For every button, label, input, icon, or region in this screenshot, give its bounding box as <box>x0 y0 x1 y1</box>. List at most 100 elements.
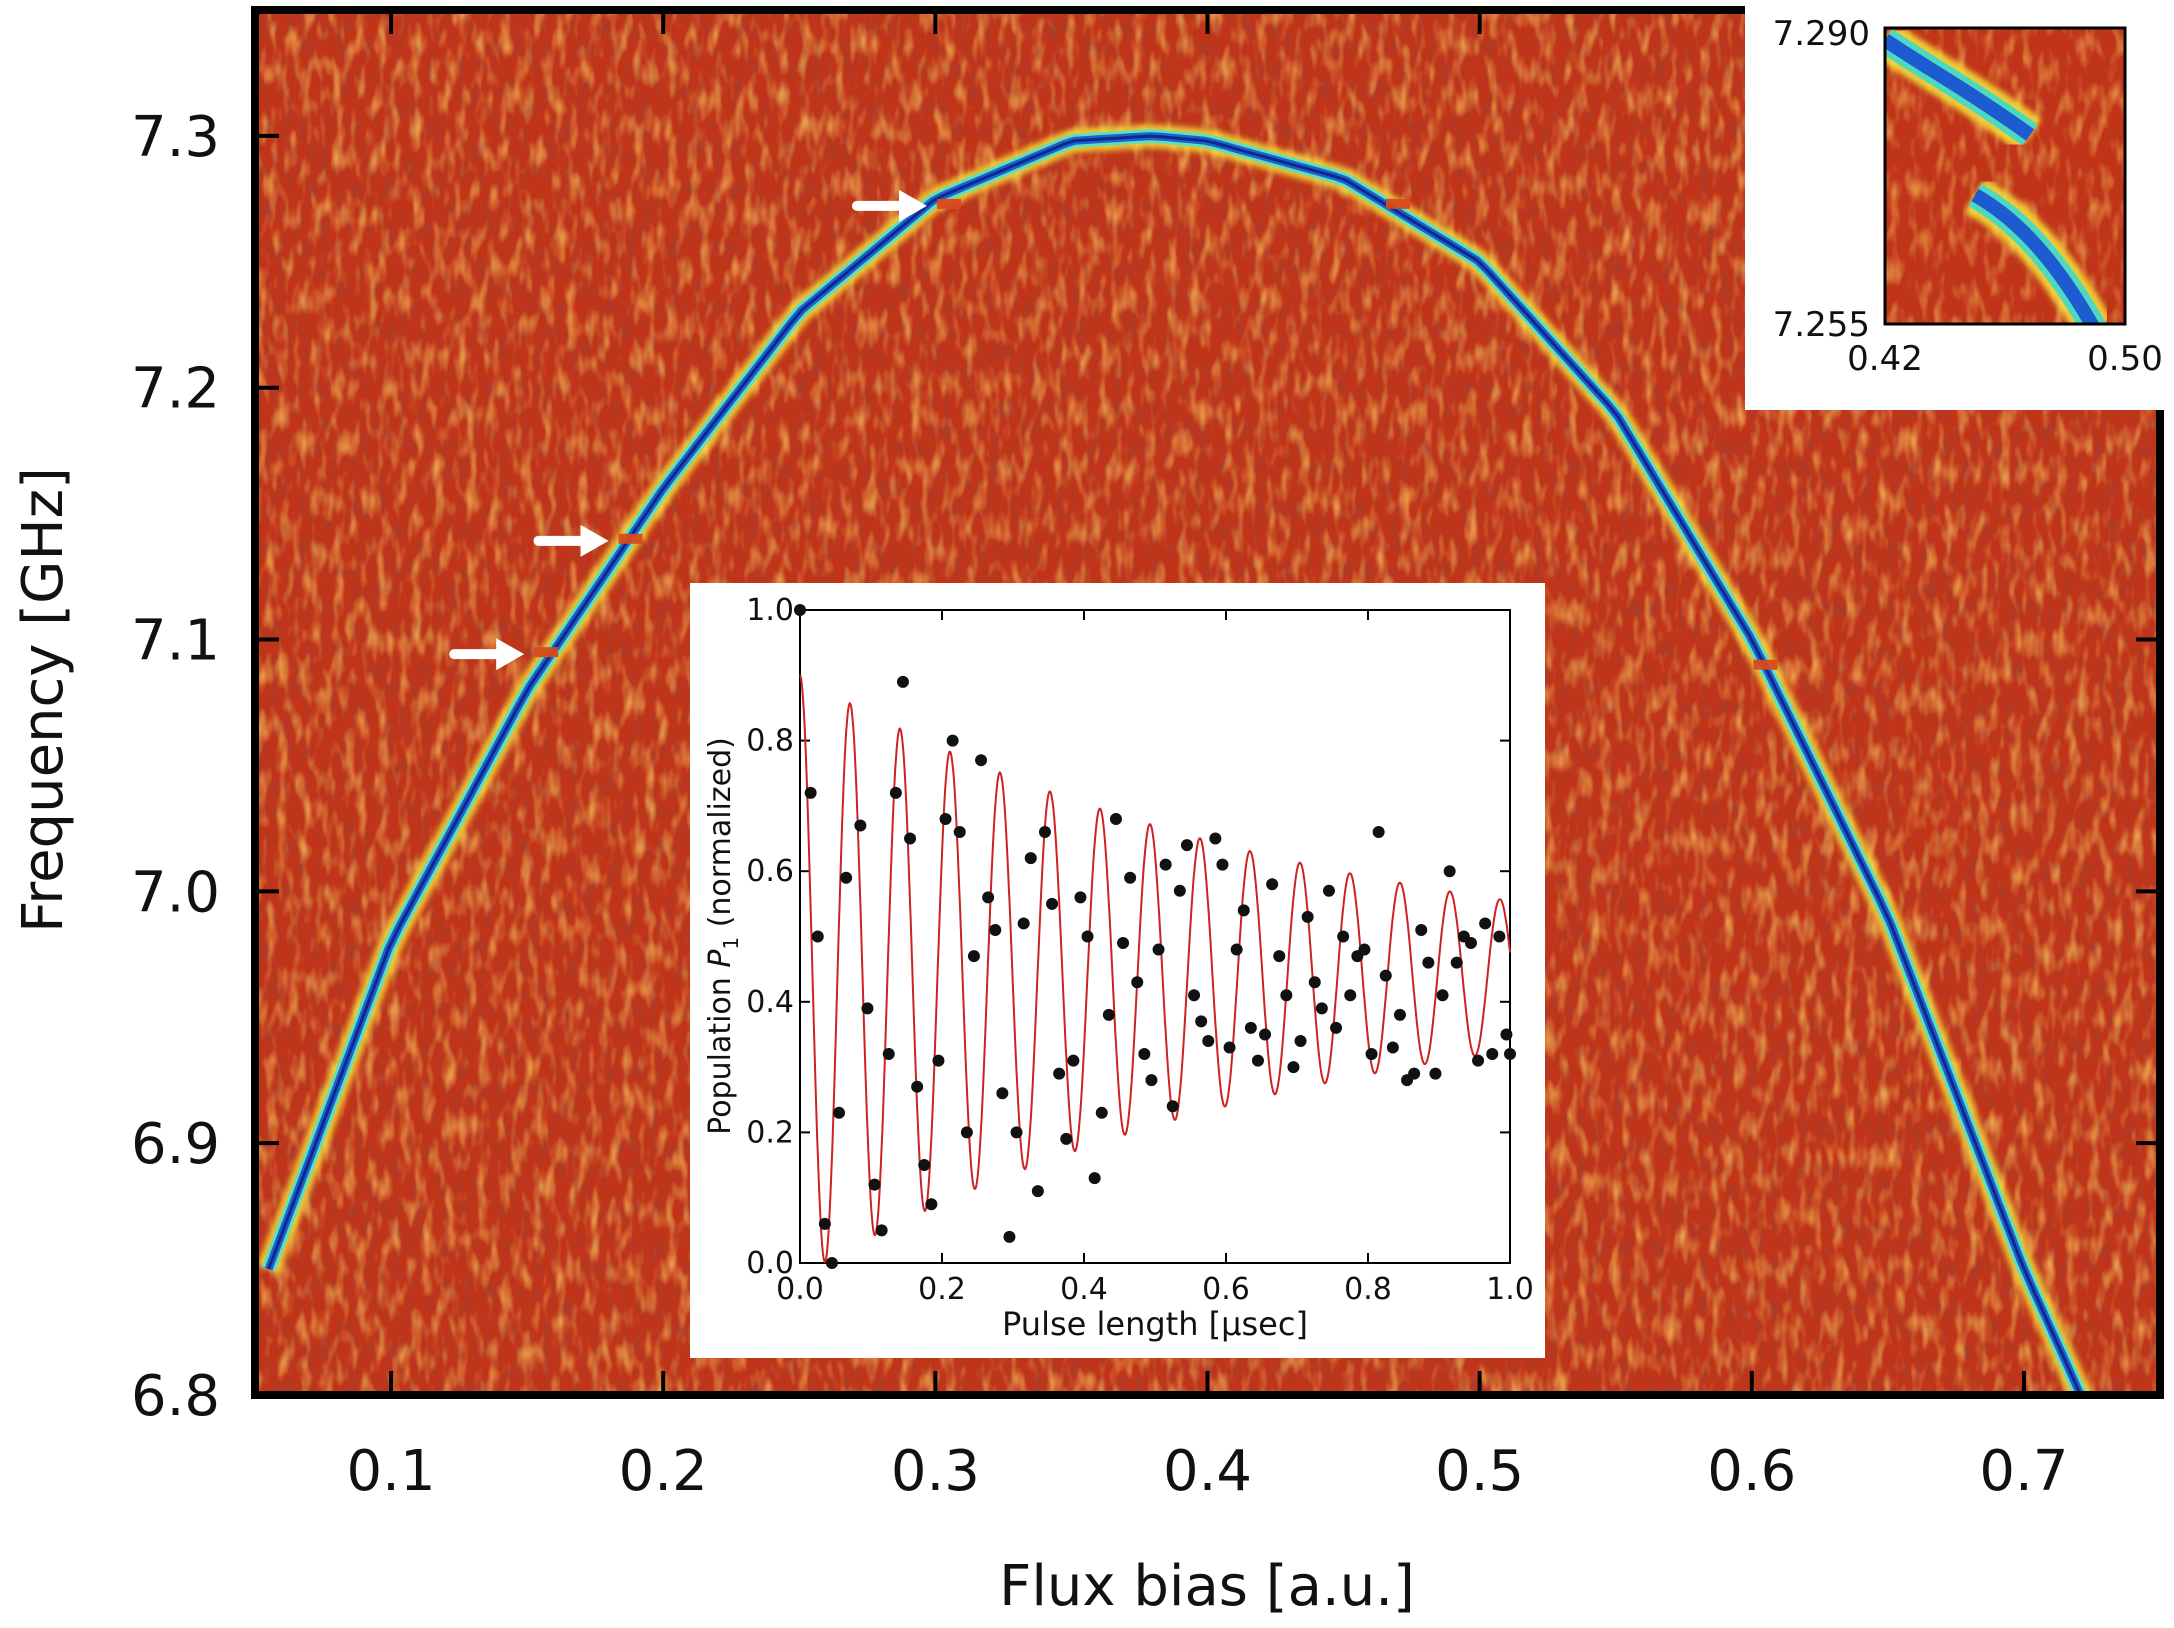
rabi-data-point <box>1322 884 1335 897</box>
rabi-data-point <box>1408 1067 1421 1080</box>
rabi-x-tick-label: 0.2 <box>918 1272 966 1307</box>
y-axis-label: Frequency [GHz] <box>11 467 76 933</box>
rabi-data-point <box>1166 1100 1179 1113</box>
x-tick-label: 0.7 <box>1979 1439 2068 1504</box>
rabi-data-point <box>1259 1028 1272 1041</box>
rabi-data-point <box>1266 878 1279 891</box>
rabi-data-point <box>1472 1054 1485 1067</box>
y-tick-label: 6.9 <box>131 1112 220 1177</box>
rabi-data-point <box>1450 956 1463 969</box>
rabi-data-point <box>1244 1021 1257 1034</box>
anticrossing-arrow <box>449 638 525 671</box>
rabi-data-point <box>1173 884 1186 897</box>
y-tick-label: 7.1 <box>131 609 220 674</box>
rabi-data-point <box>1365 1048 1378 1061</box>
rabi-data-point <box>1088 1172 1101 1185</box>
rabi-data-point <box>1464 937 1477 950</box>
rabi-data-point <box>1180 839 1193 852</box>
spectral-line-core <box>267 134 2083 1395</box>
rabi-x-tick-label: 0.6 <box>1202 1272 1250 1307</box>
rabi-data-point <box>1067 1054 1080 1067</box>
rabi-data-point <box>889 786 902 799</box>
anticrossing-arrow <box>533 524 609 557</box>
rabi-x-axis-label: Pulse length [μsec] <box>1002 1305 1308 1343</box>
rabi-data-point <box>804 786 817 799</box>
zoom-inset-ytick-top: 7.290 <box>1773 14 1870 54</box>
anticrossing-arrow-head <box>496 638 525 671</box>
rabi-data-point <box>1443 865 1456 878</box>
rabi-data-point <box>932 1054 945 1067</box>
rabi-data-point <box>1152 943 1165 956</box>
zoom-inset: 7.290 7.255 0.42 0.50 <box>1745 0 2174 410</box>
zoom-inset-xtick-left: 0.42 <box>1847 339 1923 379</box>
rabi-y-tick-label: 1.0 <box>746 593 794 628</box>
rabi-data-point <box>833 1106 846 1119</box>
rabi-data-point <box>1031 1185 1044 1198</box>
anticrossing-arrow-head <box>898 189 927 222</box>
rabi-data-point <box>1216 858 1229 871</box>
rabi-data-point <box>1046 897 1059 910</box>
rabi-data-point <box>1081 930 1094 943</box>
y-tick-label: 7.0 <box>131 860 220 925</box>
rabi-data-point <box>1294 1034 1307 1047</box>
rabi-data-point <box>1060 1132 1073 1145</box>
rabi-data-point <box>953 826 966 839</box>
x-tick-label: 0.4 <box>1163 1439 1252 1504</box>
rabi-data-point <box>1344 989 1357 1002</box>
rabi-data-point <box>1202 1034 1215 1047</box>
rabi-inset-panel <box>690 583 1545 1358</box>
rabi-data-point <box>840 871 853 884</box>
rabi-data-point <box>1230 943 1243 956</box>
anticrossing-arrow-head <box>580 524 609 557</box>
rabi-data-point <box>1209 832 1222 845</box>
rabi-data-point <box>967 950 980 963</box>
rabi-data-point <box>982 891 995 904</box>
rabi-y-tick-label: 0.0 <box>746 1246 794 1281</box>
rabi-data-point <box>1102 1008 1115 1021</box>
rabi-data-point <box>1003 1230 1016 1243</box>
rabi-data-point <box>1017 917 1030 930</box>
rabi-data-point <box>1379 969 1392 982</box>
y-tick-label: 6.8 <box>131 1364 220 1429</box>
rabi-data-point <box>1358 943 1371 956</box>
zoom-inset-frame <box>1883 26 2127 326</box>
rabi-data-point <box>1330 1021 1343 1034</box>
x-axis-label: Flux bias [a.u.] <box>999 1554 1415 1619</box>
rabi-data-point <box>1038 826 1051 839</box>
rabi-data-point <box>1145 1074 1158 1087</box>
rabi-data-point <box>1195 1015 1208 1028</box>
x-tick-label: 0.5 <box>1435 1439 1524 1504</box>
rabi-data-point <box>1500 1028 1513 1041</box>
rabi-data-point <box>1010 1126 1023 1139</box>
rabi-data-point <box>1237 904 1250 917</box>
rabi-data-point <box>1159 858 1172 871</box>
rabi-data-point <box>896 675 909 688</box>
rabi-data-point <box>1223 1041 1236 1054</box>
rabi-data-point <box>1095 1106 1108 1119</box>
rabi-data-point <box>1301 910 1314 923</box>
x-tick-label: 0.1 <box>347 1439 436 1504</box>
rabi-data-point <box>939 812 952 825</box>
rabi-y-tick-label: 0.6 <box>746 854 794 889</box>
anticrossing-arrow <box>851 189 927 222</box>
rabi-data-point <box>1493 930 1506 943</box>
rabi-data-point <box>818 1217 831 1230</box>
rabi-data-point <box>1308 976 1321 989</box>
rabi-data-point <box>1124 871 1137 884</box>
rabi-x-tick-label: 0.0 <box>776 1272 824 1307</box>
rabi-data-point <box>1138 1048 1151 1061</box>
rabi-data-point <box>1109 812 1122 825</box>
rabi-y-tick-label: 0.2 <box>746 1115 794 1150</box>
rabi-y-tick-label: 0.4 <box>746 985 794 1020</box>
rabi-data-point <box>1131 976 1144 989</box>
zoom-inset-xtick-right: 0.50 <box>2087 339 2163 379</box>
zoom-inset-ytick-bottom: 7.255 <box>1773 305 1870 345</box>
rabi-y-tick-label: 0.8 <box>746 724 794 759</box>
rabi-data-point <box>946 734 959 747</box>
rabi-x-tick-label: 0.8 <box>1344 1272 1392 1307</box>
rabi-data-point <box>975 754 988 767</box>
rabi-data-point <box>918 1159 931 1172</box>
rabi-data-point <box>811 930 824 943</box>
anticrossing-gap <box>936 198 961 209</box>
